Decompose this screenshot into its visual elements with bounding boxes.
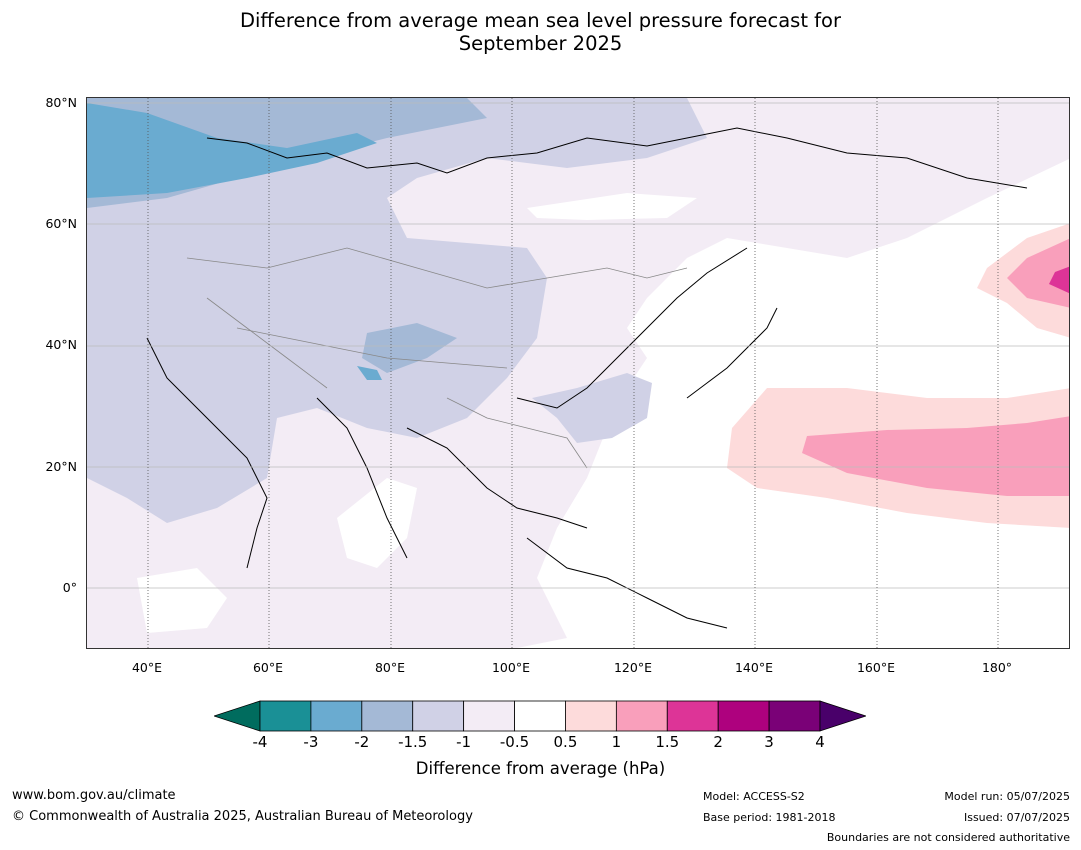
colorbar-label: Difference from average (hPa): [415, 759, 666, 778]
colorbar-cell: [615, 700, 668, 732]
title-line-1: Difference from average mean sea level p…: [240, 9, 841, 32]
anomaly-zone-neg1: [87, 98, 707, 523]
anomaly-zone-neg1-china: [532, 373, 652, 443]
map-title: Difference from average mean sea level p…: [0, 9, 1081, 55]
colorbar-cell: [666, 700, 719, 732]
colorbar-cell: [412, 700, 465, 732]
colorbar-tick-label: 4: [815, 733, 825, 751]
colorbar-tick-label: -4: [252, 733, 268, 751]
colorbar-tick-label: -1.5: [398, 733, 428, 751]
pressure-anomaly-map: [86, 97, 1070, 649]
colorbar-extend-high: [819, 700, 866, 732]
model-text: Model: ACCESS-S2: [703, 790, 805, 803]
issued-text: Issued: 07/07/2025: [963, 811, 1070, 824]
colorbar: [214, 700, 866, 732]
anomaly-zone-pos1-pacific: [802, 416, 1069, 496]
lon-label-180: 180°: [981, 660, 1013, 675]
lon-label-100e: 100°E: [491, 660, 530, 675]
latitude-gridlines: [87, 102, 1069, 589]
country-borders: [186, 247, 688, 469]
anomaly-zone-pos15: [1049, 266, 1069, 294]
colorbar-tick-label: 1.5: [655, 733, 680, 751]
colorbar-tick-label: -3: [303, 733, 319, 751]
copyright-text: © Commonwealth of Australia 2025, Austra…: [12, 809, 473, 824]
lat-label-40n: 40°N: [45, 337, 77, 352]
lon-label-80e: 80°E: [374, 660, 406, 675]
lon-label-60e: 60°E: [252, 660, 284, 675]
lon-label-140e: 140°E: [734, 660, 773, 675]
colorbar-cell: [565, 700, 617, 732]
lon-label-40e: 40°E: [131, 660, 163, 675]
base-period-text: Base period: 1981-2018: [703, 811, 836, 824]
colorbar-tick-label: -1: [456, 733, 472, 751]
colorbar-cell: [361, 700, 414, 732]
colorbar-tick-label: 0.5: [553, 733, 578, 751]
lat-label-60n: 60°N: [45, 216, 77, 231]
title-line-2: September 2025: [458, 32, 623, 55]
lat-label-0: 0°: [62, 580, 77, 595]
disclaimer-text: Boundaries are not considered authoritat…: [826, 831, 1070, 844]
anomaly-zone-neg2-small: [357, 366, 382, 380]
colorbar-tick-label: -2: [354, 733, 370, 751]
lon-label-120e: 120°E: [613, 660, 652, 675]
longitude-gridlines: [147, 98, 999, 648]
anomaly-zone-pos1: [1007, 238, 1069, 308]
lat-label-20n: 20°N: [45, 459, 77, 474]
colorbar-tick-label: 2: [713, 733, 723, 751]
map-svg: [87, 98, 1069, 648]
colorbar-cell: [514, 700, 566, 732]
neutral-zone-siberia: [527, 193, 697, 220]
colorbar-cell: [717, 700, 770, 732]
neutral-zone-india: [337, 478, 417, 568]
colorbar-tick-label: -0.5: [499, 733, 530, 751]
website-text: www.bom.gov.au/climate: [12, 788, 176, 803]
colorbar-tick-label: 3: [764, 733, 774, 751]
lon-label-160e: 160°E: [856, 660, 895, 675]
anomaly-zone-neg15-tibet: [362, 323, 457, 373]
colorbar-cell: [259, 700, 312, 732]
lat-label-80n: 80°N: [45, 95, 77, 110]
model-run-text: Model run: 05/07/2025: [944, 790, 1070, 803]
colorbar-extend-low: [214, 700, 261, 732]
colorbar-cells: [259, 700, 821, 732]
anomaly-zone-neg2: [87, 103, 377, 198]
neutral-zone-arabia: [137, 568, 227, 633]
colorbar-cell: [310, 700, 363, 732]
colorbar-cell: [463, 700, 515, 732]
colorbar-tick-label: 1: [611, 733, 622, 751]
colorbar-cell: [768, 700, 821, 732]
